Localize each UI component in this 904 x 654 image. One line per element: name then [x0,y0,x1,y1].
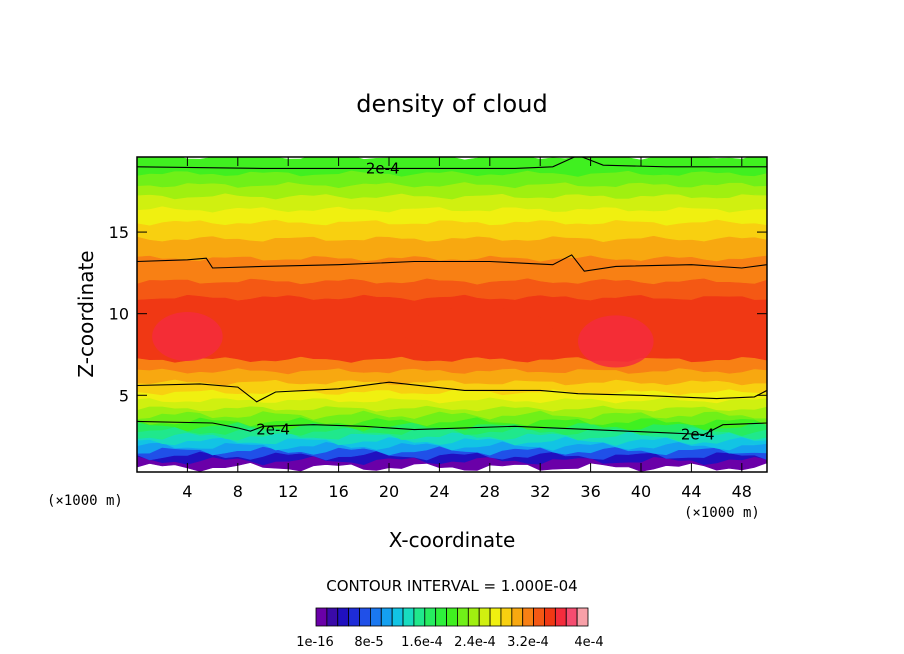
colorbar-swatch [424,607,437,627]
colorbar-swatch [413,607,426,627]
colorbar-tick-label: 1.6e-4 [401,635,443,650]
x-tick-label: 32 [530,482,550,501]
colorbar-swatch [554,607,567,627]
plot-frame [136,156,768,473]
colorbar-swatch [478,607,491,627]
x-tick-label: 28 [480,482,500,501]
colorbar-tick-label: 2.4e-4 [454,635,496,650]
x-tick-label: 24 [429,482,449,501]
x-tick-label: 4 [182,482,192,501]
colorbar-swatch [500,607,513,627]
colorbar-swatch [435,607,447,627]
x-tick-label: 36 [580,482,600,501]
colorbar-tick-label: 8e-5 [354,635,383,650]
contour-fill-area [137,157,767,472]
x-tick-label: 44 [681,482,701,501]
colorbar-swatch [576,607,589,627]
contour-band [137,157,767,177]
colorbar-swatch [391,607,404,627]
colorbar-labels: 1e-16 8e-5 1.6e-4 2.4e-4 3.2e-4 4e-4 [296,635,603,650]
core-patch [152,312,223,362]
colorbar-swatch [315,607,328,627]
chart-title: density of cloud [356,90,547,118]
contour-line [137,381,767,403]
x-unit-left: (×1000 m) [47,493,123,509]
colorbar-swatch [544,607,556,627]
core-patch [578,315,654,368]
contour-value-label: 2e-4 [256,421,290,439]
x-tick-label: 20 [379,482,399,501]
core-patch [401,307,553,353]
colorbar-swatch [326,607,339,627]
y-tick-label: 5 [119,386,129,405]
colorbar-swatch [533,607,545,627]
contour-value-label: 2e-4 [681,425,715,443]
y-tick-label: 10 [109,305,129,324]
y-axis-label: Z-coordinate [74,250,98,377]
colorbar-swatch [348,607,360,627]
colorbar-swatch [489,607,502,627]
contour-line [137,254,767,272]
x-tick-label: 40 [631,482,651,501]
x-tick-label: 16 [328,482,348,501]
colorbar-swatch [565,607,578,627]
colorbar-tick-label: 4e-4 [574,635,603,650]
colorbar-swatch [337,607,350,627]
colorbar-swatch [380,607,393,627]
x-tick-label: 8 [233,482,243,501]
x-axis: 4 8 12 16 20 24 28 32 36 40 44 48 [182,157,752,501]
colorbar-swatch [457,607,469,627]
colorbar-swatch [402,607,415,627]
x-tick-label: 12 [278,482,298,501]
colorbar-swatch [369,607,382,627]
y-axis: 5 10 15 [109,223,767,405]
colorbar-swatch [446,607,458,627]
colorbar [315,607,589,627]
y-tick-label: 15 [109,223,129,242]
x-tick-label: 48 [732,482,752,501]
contour-lines [137,157,767,436]
colorbar-swatch [467,607,480,627]
contour-value-label: 2e-4 [366,159,400,177]
x-unit-right: (×1000 m) [684,505,760,521]
contour-labels: 2e-4 2e-4 2e-4 [256,159,714,443]
contour-interval-text: CONTOUR INTERVAL = 1.000E-04 [326,577,577,595]
colorbar-tick-label: 1e-16 [296,635,334,650]
contour-line [137,420,767,436]
x-axis-label: X-coordinate [389,528,516,552]
colorbar-swatch [359,607,371,627]
colorbar-tick-label: 3.2e-4 [507,635,549,650]
colorbar-swatch [522,607,534,627]
contour-band [137,254,767,285]
contour-line [137,157,767,169]
colorbar-swatch [511,607,524,627]
